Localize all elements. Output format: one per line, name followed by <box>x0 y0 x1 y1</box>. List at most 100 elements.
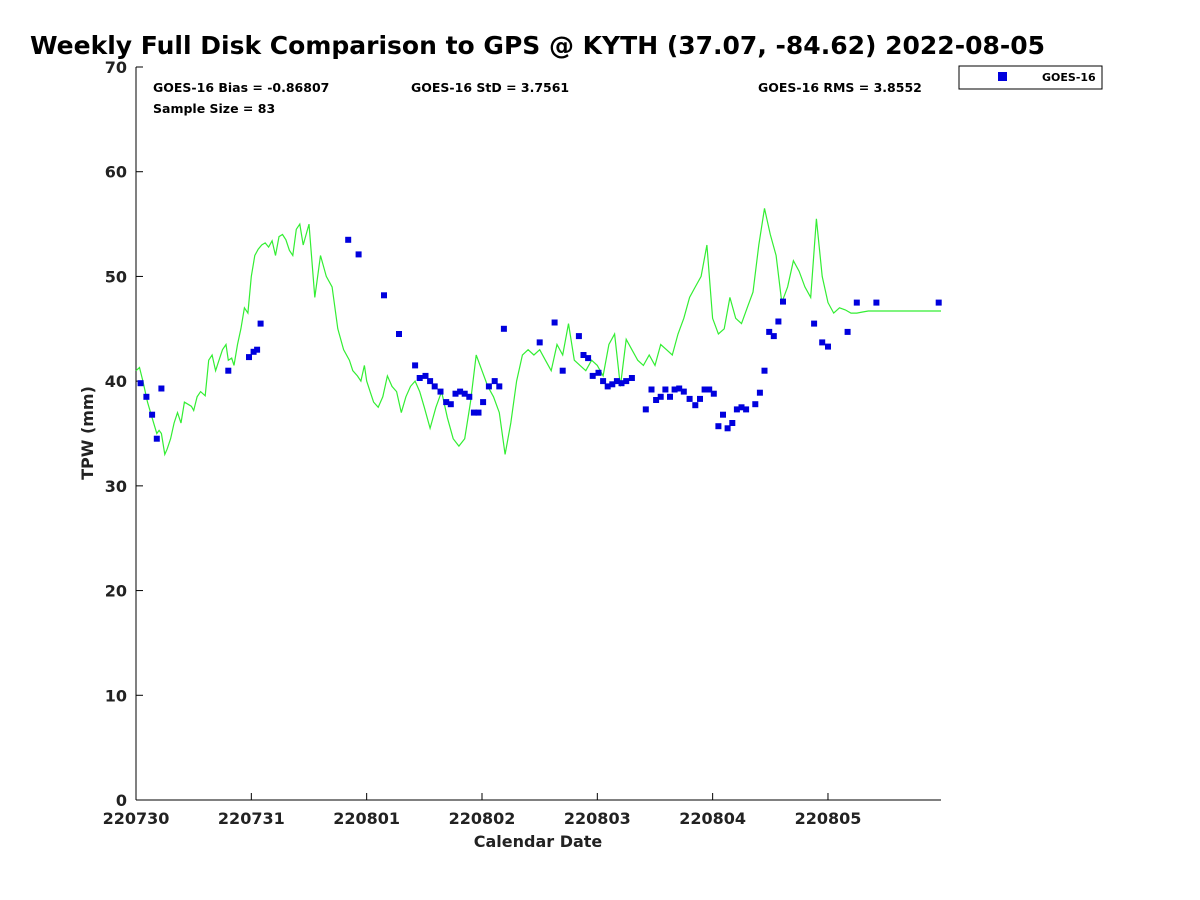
goes16-point <box>437 388 444 395</box>
goes16-point <box>447 401 454 408</box>
x-tick-label: 220730 <box>103 809 170 828</box>
legend-label-goes: GOES-16 <box>1042 71 1096 84</box>
goes16-point <box>396 331 402 337</box>
goes16-point <box>536 339 543 346</box>
x-ticks: 220730 220731 220801 220802 220803 220804 2208… <box>103 793 862 828</box>
goes16-point <box>811 320 818 327</box>
goes16-point <box>225 367 232 374</box>
sample-size-stat: Sample Size = 83 <box>153 101 275 116</box>
x-tick-label: 220805 <box>795 809 862 828</box>
legend: GOES-16 <box>958 65 1103 90</box>
goes16-point <box>766 328 773 335</box>
goes16-point <box>752 401 759 408</box>
bias-stat: GOES-16 Bias = -0.86807 <box>153 80 329 95</box>
y-tick-label: 10 <box>105 686 127 705</box>
x-tick-label: 220801 <box>333 809 400 828</box>
goes16-point <box>149 411 156 418</box>
goes16-point <box>250 348 257 355</box>
goes16-point <box>345 236 352 243</box>
y-axis-label: TPW (mm) <box>78 386 97 480</box>
goes16-point <box>559 367 566 374</box>
goes16-point <box>551 319 558 326</box>
goes16-point <box>580 352 587 358</box>
goes16-point <box>657 393 664 400</box>
series-layer <box>135 208 942 457</box>
goes16-point <box>780 298 786 305</box>
goes16-point <box>667 393 673 400</box>
goes16-point <box>653 397 660 403</box>
goes16-point <box>825 343 831 350</box>
goes16-point <box>246 354 252 361</box>
goes16-point <box>381 292 387 299</box>
goes16-point <box>756 389 763 396</box>
goes16-point <box>470 409 477 416</box>
goes16-point <box>743 406 750 413</box>
goes16-point <box>416 375 423 381</box>
goes16-point <box>738 404 745 411</box>
goes16-point <box>770 333 777 340</box>
goes16-point <box>604 383 611 390</box>
goes16-point <box>600 378 607 385</box>
goes16-point <box>355 251 362 258</box>
y-tick-label: 20 <box>105 582 127 601</box>
goes16-point <box>257 320 264 327</box>
gps-series-line <box>135 208 941 457</box>
goes16-point <box>706 386 713 393</box>
y-tick-label: 40 <box>105 372 127 391</box>
goes16-point <box>733 406 740 413</box>
y-tick-label: 50 <box>105 267 127 286</box>
goes16-point <box>686 395 693 402</box>
goes16-point <box>422 372 429 379</box>
goes16-point <box>585 355 592 362</box>
y-ticks: 0 10 20 30 40 50 60 70 <box>105 58 143 810</box>
goes16-point <box>427 378 434 385</box>
goes16-point <box>412 362 419 369</box>
goes16-point <box>701 386 708 393</box>
goes16-point <box>935 299 942 306</box>
x-tick-label: 220803 <box>564 809 631 828</box>
goes16-point <box>575 333 582 340</box>
goes16-point <box>431 383 438 390</box>
goes16-point <box>692 402 699 409</box>
goes16-point <box>153 435 160 442</box>
goes16-point <box>143 393 150 400</box>
goes16-point <box>775 318 782 325</box>
goes16-point <box>873 299 880 306</box>
plot-area <box>135 67 941 801</box>
goes16-point <box>648 386 655 393</box>
std-stat: GOES-16 StD = 3.7561 <box>411 80 569 95</box>
goes16-point <box>461 390 468 397</box>
goes16-point <box>457 388 464 395</box>
chart-title: Weekly Full Disk Comparison to GPS @ KYT… <box>30 31 1045 60</box>
legend-box <box>958 65 1103 90</box>
y-tick-label: 70 <box>105 58 127 77</box>
goes16-point <box>496 383 503 390</box>
goes16-point <box>761 367 768 374</box>
goes16-point <box>595 369 602 376</box>
goes16-point <box>853 299 860 306</box>
x-axis-label: Calendar Date <box>474 832 603 851</box>
goes16-point <box>443 399 450 406</box>
goes16-point <box>480 399 487 406</box>
goes16-point <box>475 409 482 416</box>
goes16-point <box>500 325 507 332</box>
goes16-point <box>724 425 731 432</box>
goes16-point <box>618 380 625 387</box>
x-tick-label: 220804 <box>679 809 746 828</box>
legend-marker-goes <box>998 72 1007 81</box>
goes16-point <box>254 346 261 353</box>
goes16-point <box>729 420 736 426</box>
goes16-point <box>819 339 826 346</box>
goes16-point <box>466 393 473 400</box>
goes16-point <box>158 385 165 392</box>
goes16-point <box>662 386 669 393</box>
x-tick-label: 220731 <box>218 809 285 828</box>
goes16-point <box>642 406 649 413</box>
y-tick-label: 60 <box>105 163 127 182</box>
goes16-point <box>613 378 620 385</box>
x-tick-label: 220802 <box>449 809 516 828</box>
goes16-point <box>589 372 596 379</box>
goes16-point <box>680 388 687 395</box>
goes16-point <box>715 423 722 430</box>
